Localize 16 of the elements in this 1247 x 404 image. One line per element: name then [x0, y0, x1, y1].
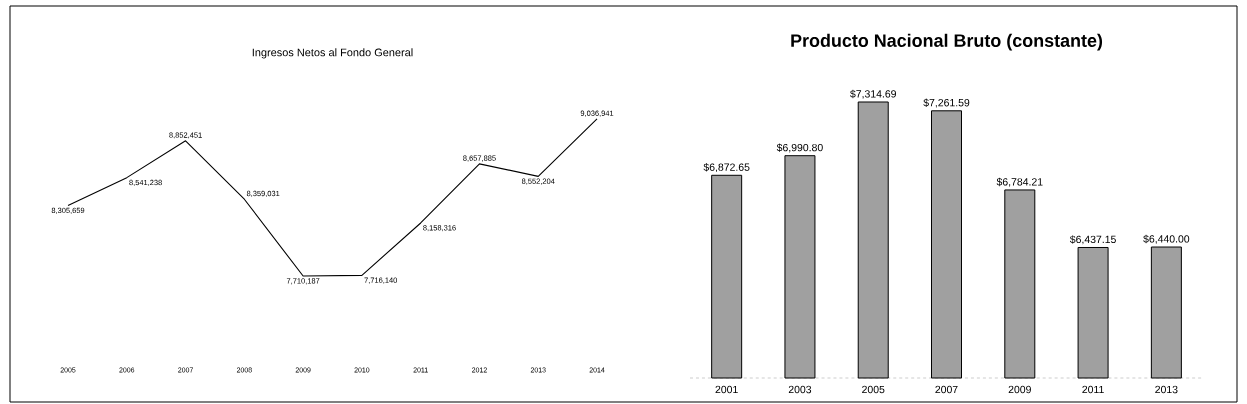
x-tick-label: 2007 — [935, 385, 958, 394]
chart-title: Producto Nacional Bruto (constante) — [791, 33, 1103, 51]
x-tick-label: 2009 — [1008, 385, 1031, 394]
data-label: $6,437.15 — [1069, 235, 1116, 245]
data-label: $6,990.80 — [776, 143, 823, 153]
data-label: $7,314.69 — [850, 89, 896, 99]
data-label: $6,440.00 — [1143, 234, 1190, 244]
x-tick-label: 2001 — [715, 385, 738, 394]
x-tick-label: 2013 — [1155, 385, 1178, 394]
data-label: $6,872.65 — [703, 163, 750, 173]
chart-title: Ingresos Netos al Fondo General — [252, 48, 413, 59]
x-tick-label: 2011 — [1082, 385, 1104, 394]
data-label: $6,784.21 — [996, 177, 1043, 187]
x-tick-label: 2005 — [862, 385, 885, 394]
x-tick-label: 2003 — [788, 385, 812, 394]
data-label: $7,261.59 — [923, 98, 970, 108]
